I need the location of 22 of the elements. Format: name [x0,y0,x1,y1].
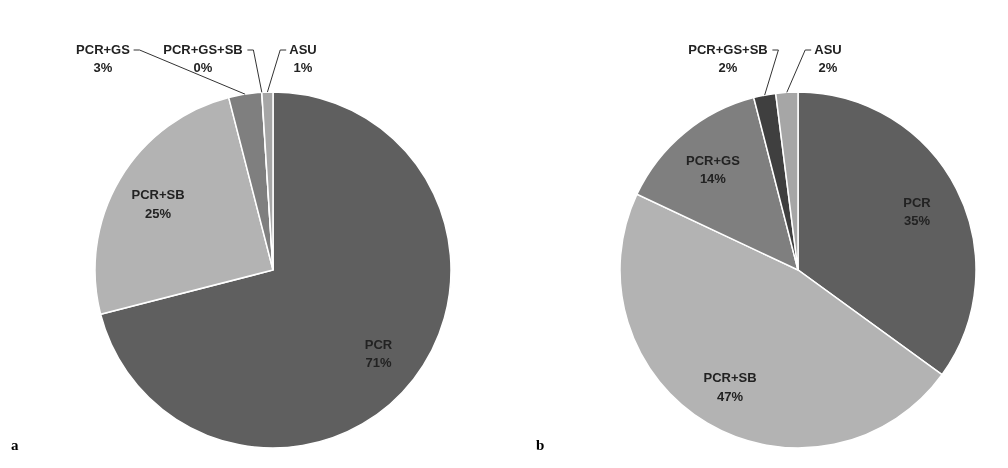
text: b [536,437,545,453]
slice-label: PCR [364,337,393,353]
slice-label: PCR+SB [131,187,185,203]
slice-label: ASU [814,42,842,57]
slice-label: PCR [903,194,932,210]
data-label: 47% [717,388,744,404]
text: 0% [193,60,213,76]
slice-label: PCR+GS [76,42,131,57]
data-label: 1% [293,60,313,76]
data-label: 35% [903,212,931,228]
data-label: 2% [818,60,838,76]
data-label: 3% [93,60,113,76]
slice-label: PCR+GS+SB [688,42,768,57]
text: a [11,437,19,453]
slice-label: PCR+GS [685,152,741,168]
data-label: 25% [145,205,172,221]
data-label: 2% [718,60,738,76]
data-label: 71% [365,355,392,371]
slice-label: ASU [289,42,317,57]
slice-label: PCR+SB [703,370,757,386]
data-label: 14% [699,170,727,186]
category-label: PCR+GS+SB [163,42,243,57]
